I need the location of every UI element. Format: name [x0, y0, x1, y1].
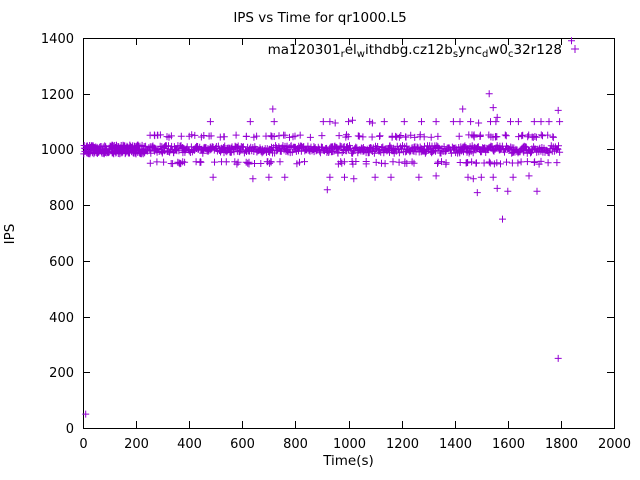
legend-label-segment: w — [356, 49, 365, 60]
x-tick-label: 200 — [124, 437, 149, 452]
y-tick-label: 800 — [49, 199, 74, 214]
legend-label-segment: el — [344, 42, 357, 58]
legend-label-segment: r — [340, 49, 345, 60]
x-tick-label: 2000 — [598, 437, 631, 452]
x-tick-label: 0 — [79, 437, 87, 452]
legend-label-segment: w0 — [488, 42, 508, 58]
y-tick-label: 1400 — [41, 32, 74, 47]
legend-label: ma120301relwithdbg.cz12bsyncdw0c32r128 — [267, 42, 563, 60]
y-tick-label: 400 — [49, 311, 74, 326]
x-axis-label: Time(s) — [323, 453, 374, 469]
legend-marker-icon — [571, 45, 579, 53]
legend: ma120301relwithdbg.cz12bsyncdw0c32r128 — [267, 42, 563, 60]
legend-label-segment: d — [482, 49, 489, 60]
x-tick-label: 1000 — [333, 437, 366, 452]
x-tick-label: 800 — [283, 437, 308, 452]
y-tick-label: 600 — [49, 255, 74, 270]
legend-label-segment: ync — [458, 42, 482, 58]
x-tick-label: 1400 — [439, 437, 472, 452]
x-tick-label: 1800 — [545, 437, 578, 452]
scatter-points — [80, 37, 575, 418]
y-tick-label: 200 — [49, 366, 74, 381]
x-tick-label: 400 — [177, 437, 202, 452]
x-tick-label: 1200 — [386, 437, 419, 452]
legend-label-segment: ithdbg.cz12b — [364, 42, 453, 58]
legend-label-segment: 32r128 — [513, 42, 563, 58]
y-tick-label: 0 — [66, 422, 74, 437]
y-axis-label: IPS — [2, 223, 18, 245]
x-tick-label: 600 — [230, 437, 255, 452]
y-tick-label: 1000 — [41, 143, 74, 158]
x-tick-label: 1600 — [492, 437, 525, 452]
chart-title: IPS vs Time for qr1000.L5 — [233, 10, 407, 26]
legend-label-segment: c — [508, 49, 514, 60]
plot-frame — [83, 38, 615, 429]
y-tick-label: 1200 — [41, 88, 74, 103]
axis-ticks — [83, 38, 615, 429]
legend-label-segment: s — [452, 49, 459, 60]
tick-labels: 0 200 400 600 800 1000 1200 1400 1600 1800 2000 0 20… — [41, 32, 631, 452]
legend-label-segment: ma120301 — [267, 42, 341, 58]
